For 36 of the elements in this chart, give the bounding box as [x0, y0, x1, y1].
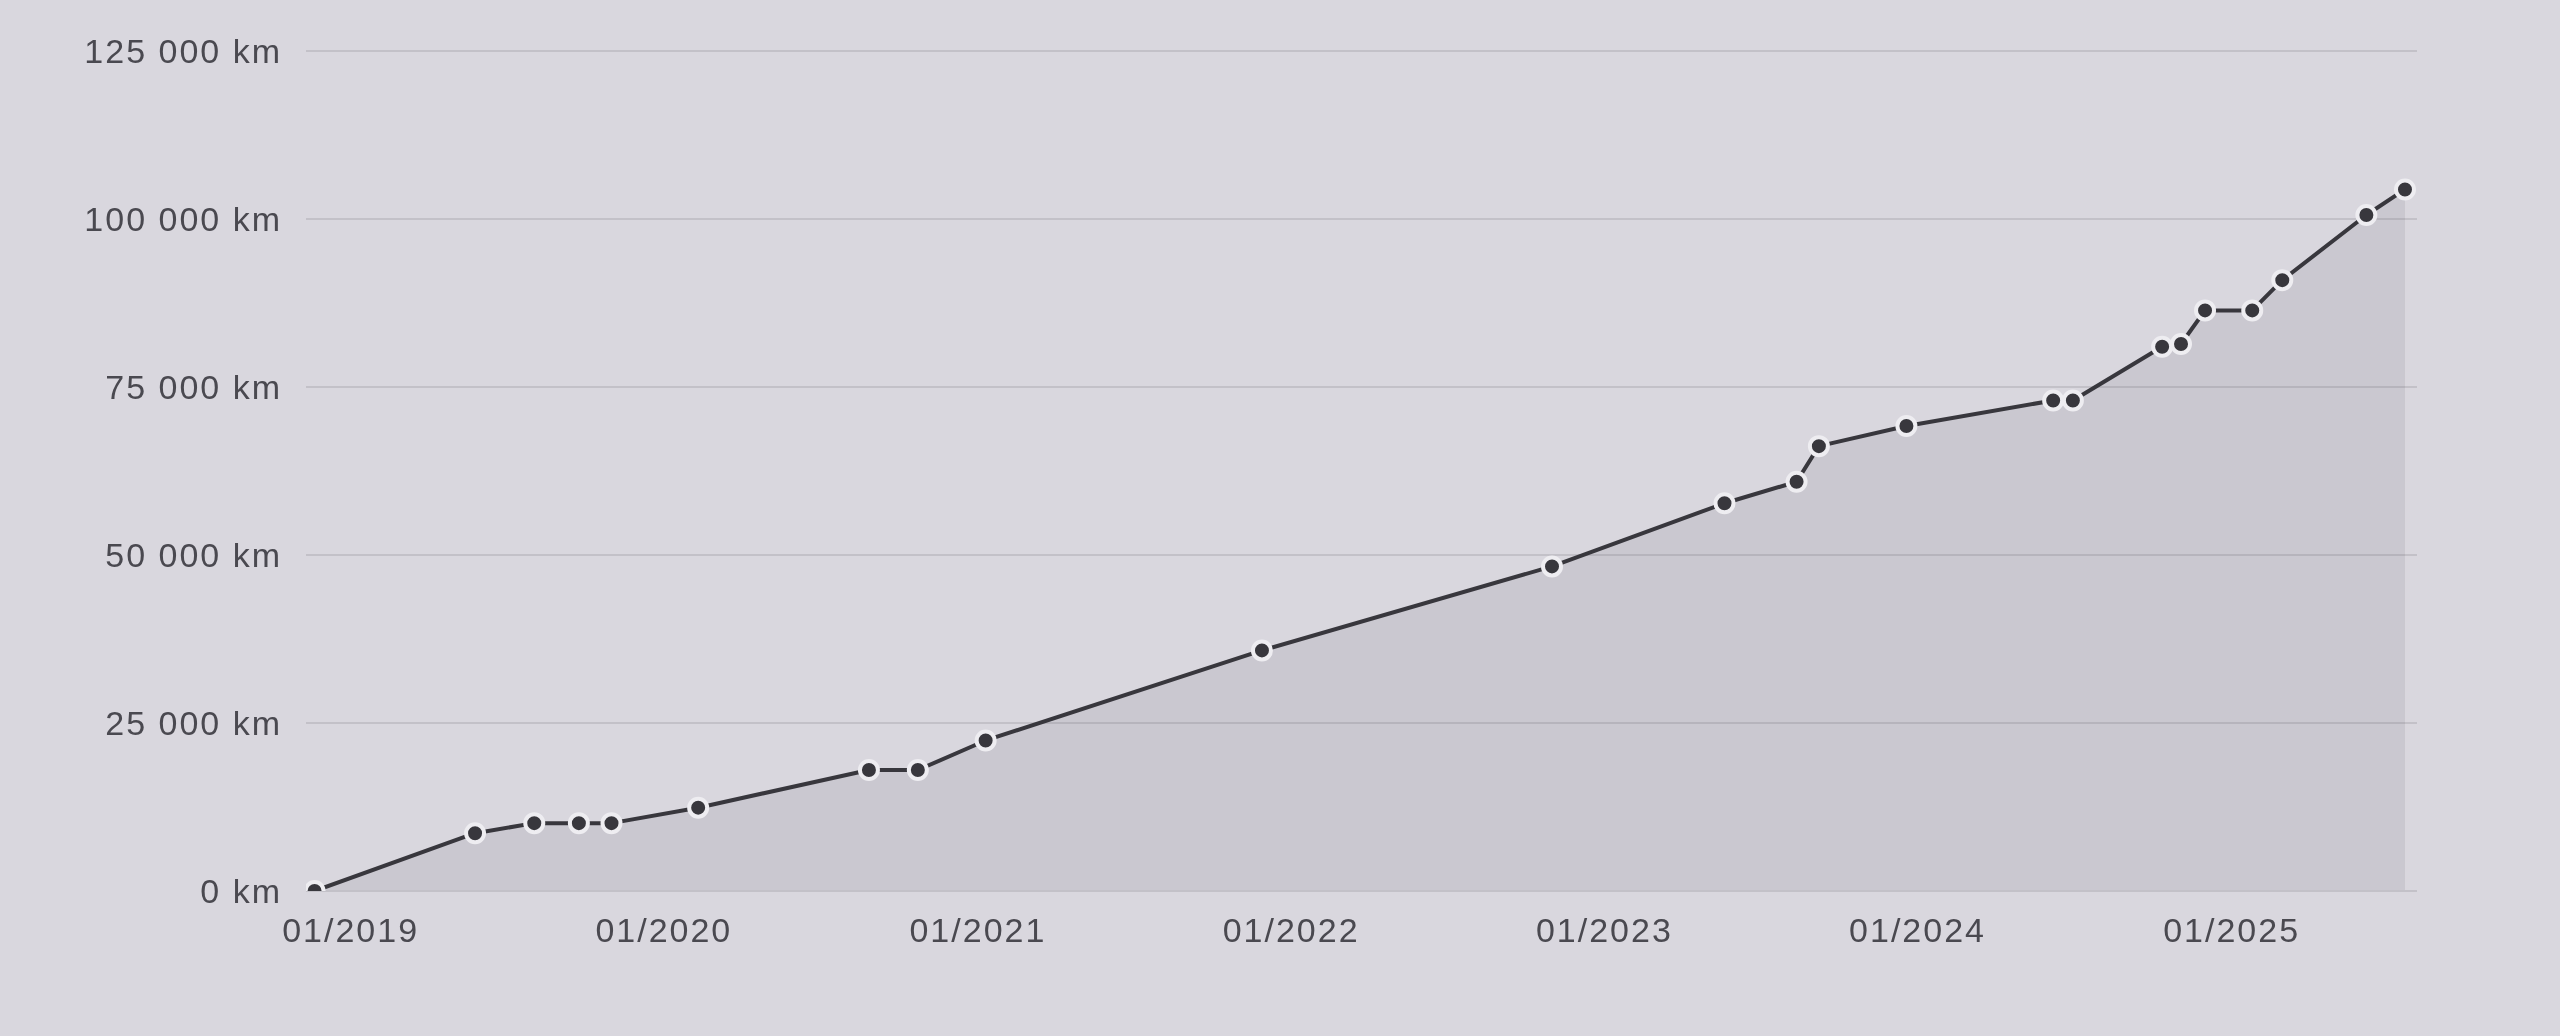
y-tick-label: 125 000 km	[84, 32, 282, 71]
x-tick-label: 01/2025	[2163, 911, 2301, 950]
point	[2151, 335, 2174, 358]
point	[974, 729, 997, 752]
y-tick-label: 50 000 km	[105, 536, 282, 575]
point	[687, 796, 710, 819]
point	[464, 822, 487, 845]
y-tick-label: 0 km	[200, 872, 282, 911]
y-tick-label: 75 000 km	[105, 368, 282, 407]
point	[857, 759, 880, 782]
point	[1895, 414, 1918, 437]
x-tick-label: 01/2024	[1849, 911, 1987, 950]
point	[2355, 203, 2378, 226]
x-tick-label: 01/2021	[909, 911, 1047, 950]
x-tick-label: 01/2019	[282, 911, 420, 950]
point	[1785, 470, 1808, 493]
point	[2170, 332, 2193, 355]
point	[2061, 389, 2084, 412]
point	[1541, 555, 1563, 578]
y-tick-label: 25 000 km	[105, 704, 282, 743]
point	[2241, 299, 2264, 322]
point	[600, 812, 623, 835]
point	[906, 759, 929, 782]
point	[2271, 269, 2294, 292]
point	[1250, 639, 1273, 662]
point	[523, 812, 546, 835]
y-tick-label: 100 000 km	[84, 200, 282, 239]
point	[2194, 299, 2217, 322]
point	[1713, 492, 1736, 515]
x-tick-label: 01/2020	[595, 911, 733, 950]
point	[2393, 178, 2416, 201]
x-tick-label: 01/2023	[1535, 911, 1673, 950]
point	[1807, 435, 1830, 458]
point	[2042, 389, 2065, 412]
point	[567, 812, 590, 835]
x-tick-label: 01/2022	[1222, 911, 1360, 950]
